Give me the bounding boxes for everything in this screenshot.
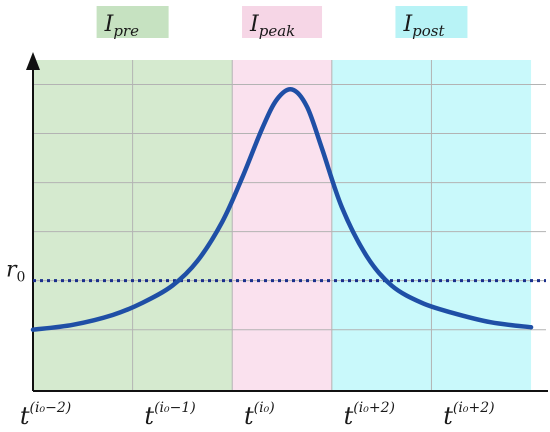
region-label-bg-post xyxy=(395,6,468,38)
tick-labels-layer: t(i₀−2) t(i₀−1) t(i₀) t(i₀+2) t(i₀+2) xyxy=(20,400,495,430)
region-label-post: Ipost xyxy=(402,12,445,40)
y-axis-arrow-icon xyxy=(26,52,40,70)
x-tick-label: t(i₀+2) xyxy=(443,400,494,430)
axes-layer xyxy=(26,52,548,392)
x-tick-label: t(i₀−1) xyxy=(144,400,195,430)
reference-label: r0 xyxy=(6,258,25,286)
series-layer xyxy=(30,86,534,332)
regions-layer xyxy=(33,60,532,391)
region-label-bg-pre xyxy=(96,6,169,38)
x-tick-label: t(i₀) xyxy=(244,400,275,430)
region-labels-layer: Ipre Ipeak Ipost xyxy=(96,6,468,40)
region-band-peak xyxy=(232,60,332,391)
region-label-peak: Ipeak xyxy=(249,12,295,40)
x-tick-label: t(i₀+2) xyxy=(344,400,395,430)
region-label-bg-peak xyxy=(242,6,323,38)
region-label-pre: Ipre xyxy=(104,12,139,40)
x-tick-label: t(i₀−2) xyxy=(20,400,71,430)
series-curve xyxy=(30,86,534,332)
reference-line-layer: r0 xyxy=(6,258,546,286)
grid-layer xyxy=(33,60,546,391)
